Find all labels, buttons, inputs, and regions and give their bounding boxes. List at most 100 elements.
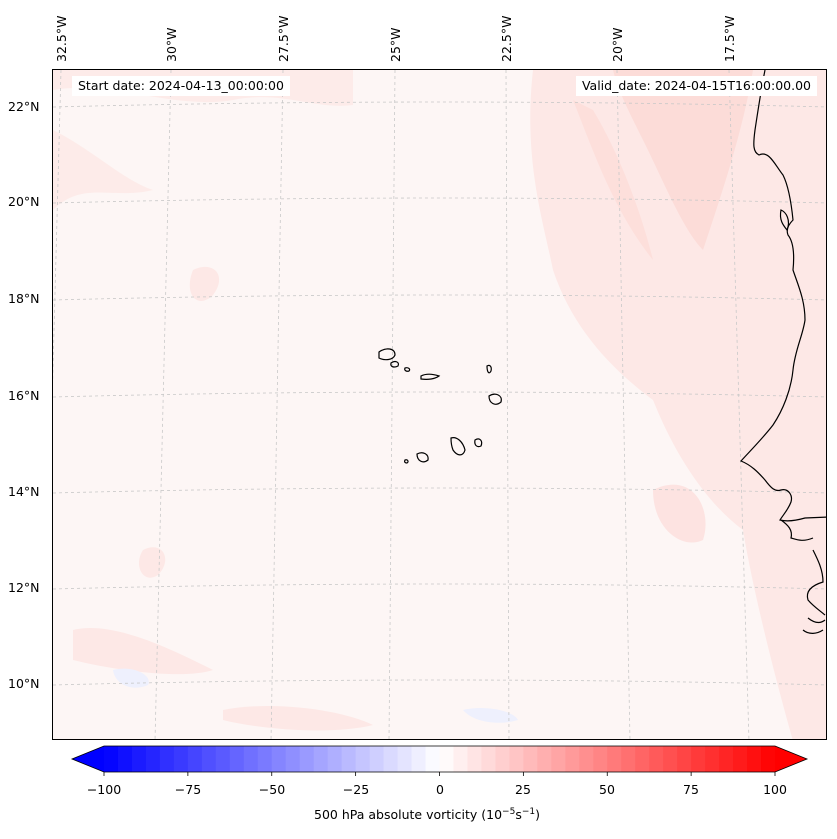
parallel-10n bbox=[53, 679, 826, 686]
island-santo-antao bbox=[378, 348, 396, 361]
lon-label-30w: 30°W bbox=[164, 27, 179, 62]
meridian-17-5w bbox=[728, 70, 750, 739]
colorbar-cell bbox=[397, 746, 413, 772]
colorbar-cell bbox=[257, 746, 273, 772]
island-brava bbox=[404, 459, 409, 464]
colorbar-cell bbox=[411, 746, 427, 772]
colorbar-cell bbox=[467, 746, 483, 772]
colorbar-cell bbox=[201, 746, 217, 772]
cbar-tick-label: −25 bbox=[342, 782, 370, 797]
vorticity-blob-1 bbox=[189, 266, 220, 301]
lat-label-16n: 16°N bbox=[8, 388, 40, 403]
lat-label-10n: 10°N bbox=[8, 676, 40, 691]
colorbar-cell bbox=[383, 746, 399, 772]
colorbar-cell bbox=[537, 746, 552, 772]
colorbar-cell bbox=[719, 746, 734, 772]
coastline bbox=[739, 70, 826, 634]
lat-label-18n: 18°N bbox=[8, 291, 40, 306]
colorbar-label-exp2: −1 bbox=[521, 807, 536, 817]
cbar-tick-label: −50 bbox=[258, 782, 286, 797]
cbar-tick-label: 0 bbox=[436, 782, 444, 797]
colorbar-cell bbox=[761, 746, 776, 772]
colorbar-cell bbox=[551, 746, 566, 772]
island-maio bbox=[474, 438, 483, 448]
colorbar-label-end: ) bbox=[535, 807, 541, 823]
colorbar-label-exp1: −5 bbox=[502, 807, 516, 817]
coast-inlet-1 bbox=[780, 519, 814, 541]
colorbar-cell bbox=[215, 746, 231, 772]
colorbar-cell bbox=[341, 746, 357, 772]
colorbar-cell bbox=[523, 746, 538, 772]
vorticity-region-east bbox=[530, 70, 826, 739]
vorticity-blob-3 bbox=[73, 628, 213, 675]
vorticity-field bbox=[53, 70, 826, 739]
colorbar-cell bbox=[607, 746, 622, 772]
lat-label-12n: 12°N bbox=[8, 580, 40, 595]
coast-segment-south bbox=[806, 549, 826, 616]
start-date-label: Start date: 2024-04-13_00:00:00 bbox=[72, 76, 290, 96]
meridian-30w bbox=[154, 70, 172, 739]
colorbar-cell bbox=[369, 746, 385, 772]
island-boa-vista bbox=[488, 393, 502, 405]
lon-label-25w: 25°W bbox=[388, 27, 403, 62]
colorbar-cell bbox=[299, 746, 315, 772]
island-sal bbox=[486, 364, 492, 374]
meridian-20w bbox=[616, 70, 631, 739]
colorbar-cell bbox=[565, 746, 580, 772]
colorbar-cell bbox=[327, 746, 343, 772]
colorbar-ticks bbox=[103, 772, 776, 776]
colorbar-cell bbox=[663, 746, 678, 772]
colorbar-cell bbox=[481, 746, 497, 772]
lat-label-20n: 20°N bbox=[8, 194, 40, 209]
west-africa-coastline bbox=[739, 70, 826, 522]
cbar-tick-label: 75 bbox=[683, 782, 699, 797]
cbar-tick-label: −75 bbox=[174, 782, 202, 797]
colorbar-cell bbox=[243, 746, 259, 772]
meridian-27-5w bbox=[270, 70, 284, 739]
parallel-12n bbox=[53, 583, 826, 590]
colorbar-cell bbox=[285, 746, 301, 772]
colorbar-cell bbox=[439, 746, 455, 772]
colorbar-cell bbox=[495, 746, 510, 772]
lat-label-14n: 14°N bbox=[8, 484, 40, 499]
colorbar-cell bbox=[579, 746, 594, 772]
cbar-tick-label: 25 bbox=[515, 782, 531, 797]
island-santa-luzia bbox=[404, 367, 411, 372]
colorbar-cell bbox=[425, 746, 441, 772]
island-sao-nicolau bbox=[420, 373, 441, 380]
colorbar-cell bbox=[355, 746, 371, 772]
lat-label-22n: 22°N bbox=[8, 99, 40, 114]
colorbar-cell bbox=[705, 746, 720, 772]
valid-date-label: Valid_date: 2024-04-15T16:00:00.00 bbox=[575, 76, 817, 96]
graticule bbox=[53, 70, 826, 739]
island-fogo bbox=[416, 452, 429, 463]
map-canvas bbox=[53, 70, 826, 739]
colorbar-cell bbox=[229, 746, 245, 772]
colorbar-cell bbox=[691, 746, 706, 772]
colorbar-extend-high bbox=[775, 746, 807, 772]
lon-label-20w: 20°W bbox=[610, 27, 625, 62]
coast-islands-south bbox=[802, 617, 826, 634]
colorbar-cell bbox=[187, 746, 203, 772]
lon-label-32-5w: 32.5°W bbox=[54, 15, 69, 62]
vorticity-streak-1 bbox=[573, 100, 653, 260]
lon-label-22-5w: 22.5°W bbox=[499, 15, 514, 62]
colorbar-cell bbox=[733, 746, 748, 772]
colorbar-cell bbox=[131, 746, 147, 772]
colorbar-cell bbox=[313, 746, 329, 772]
vorticity-blob-negative-2 bbox=[463, 708, 518, 723]
coast-bay-north bbox=[779, 209, 790, 232]
colorbar-cell bbox=[621, 746, 636, 772]
cbar-tick-label: 100 bbox=[763, 782, 787, 797]
vorticity-blob-4 bbox=[223, 705, 373, 731]
colorbar-label: 500 hPa absolute vorticity (10−5s−1) bbox=[314, 807, 540, 822]
colorbar-cell bbox=[747, 746, 762, 772]
lon-label-17-5w: 17.5°W bbox=[722, 15, 737, 62]
colorbar-cell bbox=[173, 746, 189, 772]
colorbar-cell bbox=[635, 746, 650, 772]
colorbar-cell bbox=[271, 746, 287, 772]
island-sao-vicente bbox=[390, 360, 400, 368]
colorbar-cell bbox=[593, 746, 608, 772]
vorticity-blob-5 bbox=[653, 484, 706, 543]
colorbar-cell bbox=[649, 746, 664, 772]
